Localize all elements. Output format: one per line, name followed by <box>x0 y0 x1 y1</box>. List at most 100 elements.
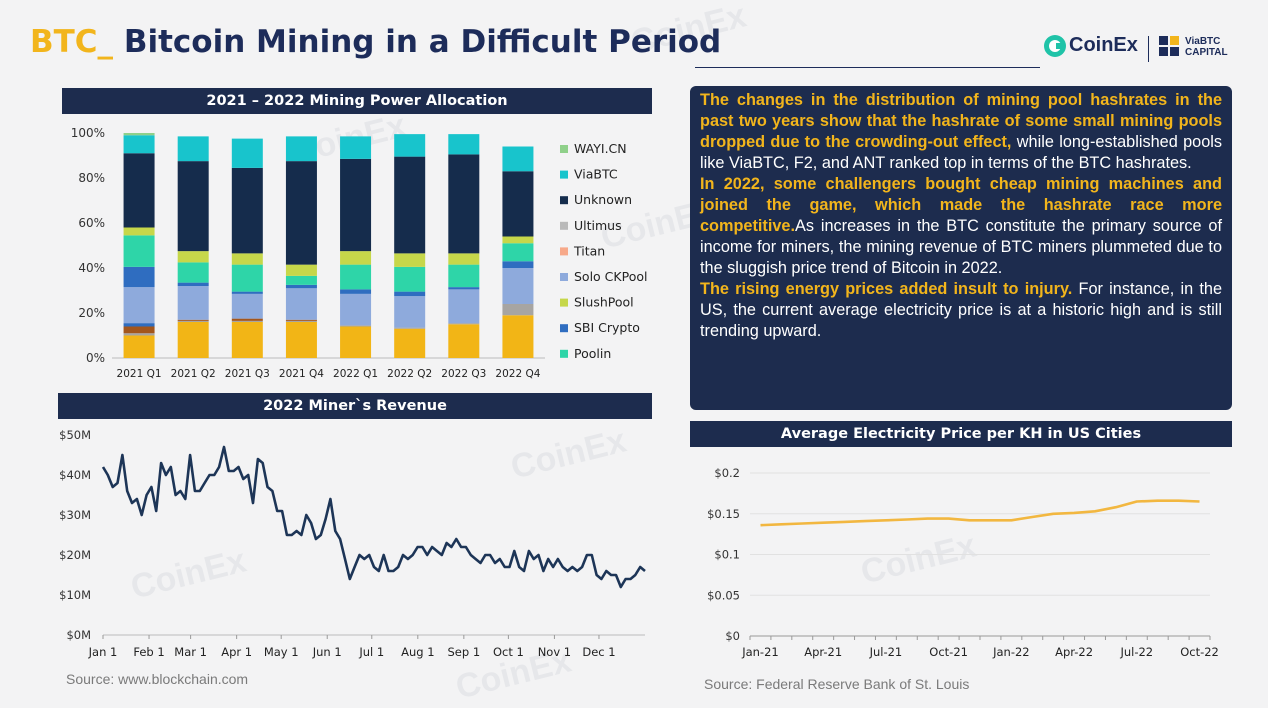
bar-segment <box>340 158 372 252</box>
bar-segment <box>448 154 480 254</box>
x-tick-label: Mar 1 <box>174 645 207 659</box>
y-tick-label: $50M <box>59 428 91 442</box>
mining-power-allocation-chart: 0% 20% 40% 60% 80% 100% 2021 Q1 2021 Q2 2021 Q3 2… <box>71 126 648 380</box>
x-tick-label: 2021 Q1 <box>117 368 162 380</box>
x-tick-label: May 1 <box>264 645 299 659</box>
x-tick-label: Aug 1 <box>401 645 434 659</box>
bar-segment <box>231 253 263 265</box>
legend-swatch <box>560 273 568 281</box>
bar-segment <box>231 264 263 292</box>
bar-segment <box>394 266 426 292</box>
y-tick-label: 60% <box>78 216 105 230</box>
bar-segment <box>340 326 372 358</box>
legend-swatch <box>560 349 568 358</box>
legend-swatch <box>560 221 568 230</box>
x-tick-label: Oct-22 <box>1180 645 1219 659</box>
viabtc-line2: CAPITAL <box>1185 47 1228 58</box>
coinex-logo-text: CoinEx <box>1069 34 1138 56</box>
x-tick-label: Nov 1 <box>538 645 571 659</box>
alloc-chart-title: 2021 – 2022 Mining Power Allocation <box>62 88 652 114</box>
revenue-line <box>101 445 646 589</box>
bar-segment <box>340 251 372 265</box>
summary-paragraph-1: The changes in the distribution of minin… <box>700 90 1222 174</box>
coinex-logo-icon <box>1044 34 1066 57</box>
bar-segment <box>394 296 426 328</box>
title-main: Bitcoin Mining in a Difficult Period <box>113 24 722 60</box>
x-tick-label: 2022 Q1 <box>333 368 378 380</box>
x-tick-label: Oct 1 <box>493 645 524 659</box>
bar-segment <box>123 266 155 288</box>
x-tick-label: Apr-21 <box>804 645 842 659</box>
bar-segment <box>123 235 155 267</box>
bar-segment <box>394 291 426 297</box>
y-tick-label: $30M <box>59 508 91 522</box>
bar-segment <box>285 288 317 320</box>
legend-swatch <box>560 170 568 179</box>
bar-segment <box>285 322 317 358</box>
bar-segment <box>285 136 317 162</box>
bar-segment <box>448 264 480 288</box>
bar-segment <box>123 323 155 327</box>
bar-segment <box>123 135 155 154</box>
viabtc-logo-text: ViaBTC CAPITAL <box>1185 36 1228 58</box>
page-title: BTC_ Bitcoin Mining in a Difficult Perio… <box>30 24 721 60</box>
bar-segment <box>502 171 534 237</box>
legend-label: WAYI.CN <box>574 141 627 156</box>
p1-highlight: The changes in the distribution of minin… <box>700 91 1222 151</box>
legend-label: ViaBTC <box>574 167 618 182</box>
x-tick-label: Jul 1 <box>358 645 384 659</box>
x-tick-label: 2021 Q2 <box>171 368 216 380</box>
p2-rest: As increases in the BTC constitute the p… <box>700 217 1222 277</box>
x-tick-label: 2022 Q3 <box>441 368 486 380</box>
x-tick-label: Apr-22 <box>1055 645 1093 659</box>
y-tick-label: 20% <box>78 306 105 320</box>
x-tick-label: 2022 Q4 <box>495 368 540 380</box>
bar-segment <box>177 251 209 263</box>
y-tick-label: $0.1 <box>714 548 740 562</box>
bar-segment <box>502 304 534 316</box>
legend-swatch <box>560 247 568 256</box>
legend-label: Unknown <box>574 192 632 207</box>
bar-segment <box>123 333 155 336</box>
bar-segment <box>231 138 263 168</box>
bar-segment <box>123 227 155 236</box>
x-tick-label: Jul-22 <box>1119 645 1153 659</box>
bar-segment <box>123 287 155 324</box>
bar-segment <box>502 243 534 262</box>
bar-segment <box>340 136 372 159</box>
bar-segment <box>285 161 317 265</box>
bar-segment <box>177 286 209 320</box>
bar-segment <box>502 268 534 304</box>
p3-rest: For instance, in the US, the current ave… <box>700 280 1222 340</box>
header-logos: CoinEx ViaBTC CAPITAL <box>1044 34 1244 66</box>
legend-swatch <box>560 298 568 307</box>
bar-segment <box>231 291 263 294</box>
x-tick-label: Jan-22 <box>992 645 1030 659</box>
legend-label: Ultimus <box>574 218 622 233</box>
y-tick-label: 40% <box>78 261 105 275</box>
bar-segment <box>394 327 426 329</box>
bar-segment <box>448 324 480 358</box>
bar-segment <box>177 161 209 252</box>
x-tick-label: Jul-21 <box>869 645 903 659</box>
legend-label: SBI Crypto <box>574 320 640 335</box>
title-prefix: BTC_ <box>30 24 114 60</box>
bar-segment <box>231 318 263 321</box>
legend-label: Poolin <box>574 346 611 361</box>
x-tick-label: Jan-21 <box>741 645 779 659</box>
bar-segment <box>231 320 263 322</box>
p3-highlight: The rising energy prices added insult to… <box>700 280 1073 298</box>
legend-swatch <box>560 324 568 333</box>
electricity-line <box>760 499 1200 527</box>
bar-segment <box>285 284 317 289</box>
bar-segment <box>394 328 426 358</box>
y-tick-label: $0 <box>725 629 740 643</box>
bar-segment <box>177 282 209 286</box>
bar-segment <box>231 322 263 358</box>
bar-segment <box>123 133 155 136</box>
title-divider <box>695 67 1040 68</box>
bar-segment <box>177 319 209 321</box>
bar-segment <box>340 289 372 294</box>
bar-segment <box>285 320 317 322</box>
y-tick-label: $20M <box>59 548 91 562</box>
